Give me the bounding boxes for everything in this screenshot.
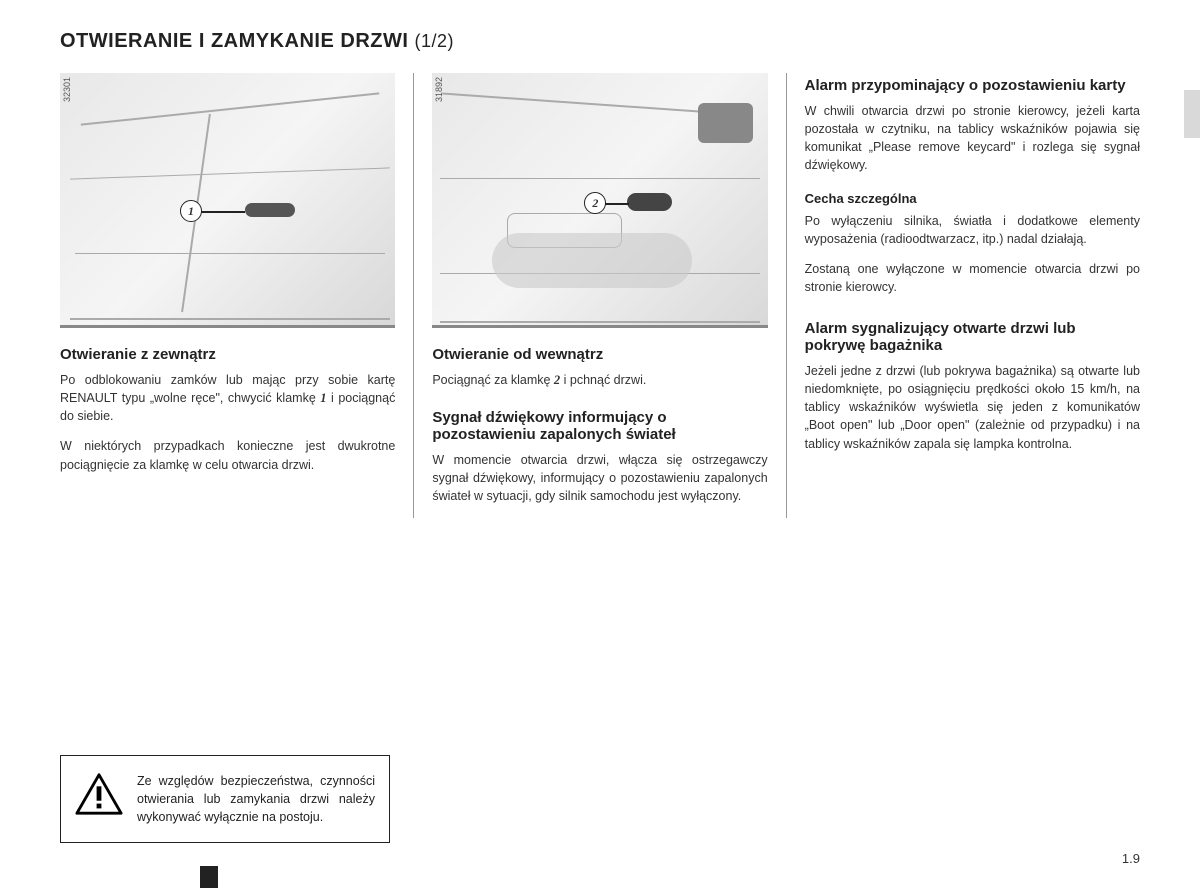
col2-para-2: W momencie otwarcia drzwi, włącza się os… xyxy=(432,451,767,505)
col3-heading-3: Alarm sygnalizujący otwarte drzwi lub po… xyxy=(805,320,1140,354)
col3-heading-2: Cecha szczególna xyxy=(805,191,1140,206)
col1-para-2: W niektórych przypadkach konieczne jest … xyxy=(60,437,395,473)
interior-handle xyxy=(627,193,672,211)
col1-heading-1: Otwieranie z zewnątrz xyxy=(60,346,395,363)
figure-1: 32301 1 xyxy=(60,73,395,328)
page-title-part: (1/2) xyxy=(415,31,455,51)
side-tab xyxy=(1184,90,1200,138)
warning-box: Ze względów bezpieczeństwa, czynności ot… xyxy=(60,755,390,843)
page-number: 1.9 xyxy=(1122,851,1140,866)
page-title: OTWIERANIE I ZAMYKANIE DRZWI (1/2) xyxy=(60,30,1140,53)
callout-1: 1 xyxy=(180,200,202,222)
callout-1-line xyxy=(200,211,245,213)
col2-heading-1: Otwieranie od wewnątrz xyxy=(432,346,767,363)
col2-p1-post: i pchnąć drzwi. xyxy=(560,373,646,387)
column-1: 32301 1 Otwieranie z zewnątrz Po odbloko… xyxy=(60,73,414,518)
col3-para-1: W chwili otwarcia drzwi po stronie kiero… xyxy=(805,102,1140,175)
warning-text: Ze względów bezpieczeństwa, czynności ot… xyxy=(137,772,375,826)
col1-para-1: Po odblokowaniu zamków lub mając przy so… xyxy=(60,371,395,425)
col2-para-1: Pociągnąć za klamkę 2 i pchnąć drzwi. xyxy=(432,371,767,389)
callout-2-label: 2 xyxy=(592,196,598,211)
col3-para-3: Zostaną one wyłączone w momencie otwarci… xyxy=(805,260,1140,296)
page-title-text: OTWIERANIE I ZAMYKANIE DRZWI xyxy=(60,30,408,52)
warning-triangle-icon xyxy=(75,772,123,816)
col2-heading-2: Sygnał dźwiękowy informujący o pozostawi… xyxy=(432,409,767,443)
exterior-handle xyxy=(245,203,295,217)
car-exterior-sketch xyxy=(60,73,395,325)
col3-heading-1: Alarm przypominający o pozostawieniu kar… xyxy=(805,77,1140,94)
callout-1-label: 1 xyxy=(188,204,194,219)
column-3: Alarm przypominający o pozostawieniu kar… xyxy=(787,73,1140,518)
col2-p1-pre: Pociągnąć za klamkę xyxy=(432,373,554,387)
content-columns: 32301 1 Otwieranie z zewnątrz Po odbloko… xyxy=(60,73,1140,518)
col3-para-4: Jeżeli jedne z drzwi (lub pokrywa bagażn… xyxy=(805,362,1140,453)
callout-2-line xyxy=(604,203,629,205)
col3-para-2: Po wyłączeniu silnika, światła i dodatko… xyxy=(805,212,1140,248)
column-2: 31892 2 Otwieranie od wewnątrz Pociągnąć… xyxy=(414,73,786,518)
figure-2: 31892 2 xyxy=(432,73,767,328)
footer-mark xyxy=(200,866,218,888)
